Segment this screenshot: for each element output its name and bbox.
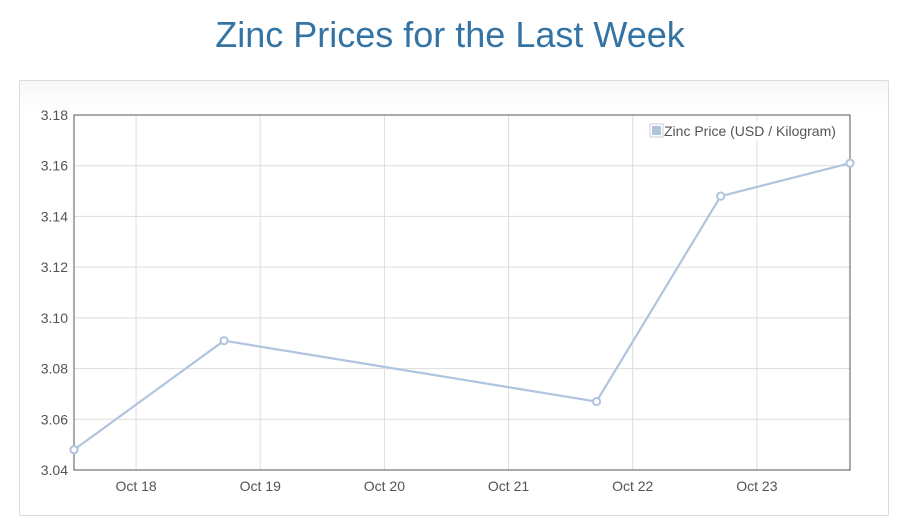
x-tick-label: Oct 20 <box>364 478 405 494</box>
grid-lines <box>74 114 850 471</box>
y-tick-label: 3.10 <box>41 310 68 326</box>
y-tick-label: 3.04 <box>41 462 68 478</box>
data-point[interactable] <box>219 336 229 346</box>
series-group <box>69 158 855 455</box>
x-axis-tick-labels: Oct 18 Oct 19 Oct 20 Oct 21 Oct 22 Oct 23 <box>115 478 777 494</box>
series-line <box>73 162 851 451</box>
data-point[interactable] <box>716 191 726 201</box>
y-tick-label: 3.06 <box>41 411 68 427</box>
y-tick-label: 3.18 <box>41 107 68 123</box>
data-point[interactable] <box>591 396 602 407</box>
x-tick-label: Oct 19 <box>240 478 281 494</box>
x-tick-label: Oct 18 <box>115 478 156 494</box>
x-tick-label: Oct 23 <box>736 478 777 494</box>
y-tick-label: 3.12 <box>41 259 68 275</box>
plot-area-border <box>73 114 851 471</box>
y-tick-label: 3.08 <box>41 361 68 377</box>
legend-swatch-border <box>649 123 664 138</box>
data-point[interactable] <box>69 445 79 455</box>
data-point[interactable] <box>845 158 855 168</box>
x-tick-label: Oct 22 <box>612 478 653 494</box>
y-tick-label: 3.16 <box>41 158 68 174</box>
legend-swatch <box>652 126 661 135</box>
y-axis-tick-labels: 3.04 3.06 3.08 3.10 3.12 3.14 3.16 3.18 <box>41 107 68 478</box>
x-tick-label: Oct 21 <box>488 478 529 494</box>
chart-container <box>19 80 889 516</box>
legend: Zinc Price (USD / Kilogram) <box>647 121 840 141</box>
y-tick-label: 3.14 <box>41 208 68 224</box>
page-title: Zinc Prices for the Last Week <box>215 14 685 55</box>
legend-label: Zinc Price (USD / Kilogram) <box>664 123 836 139</box>
legend-box <box>647 121 840 141</box>
